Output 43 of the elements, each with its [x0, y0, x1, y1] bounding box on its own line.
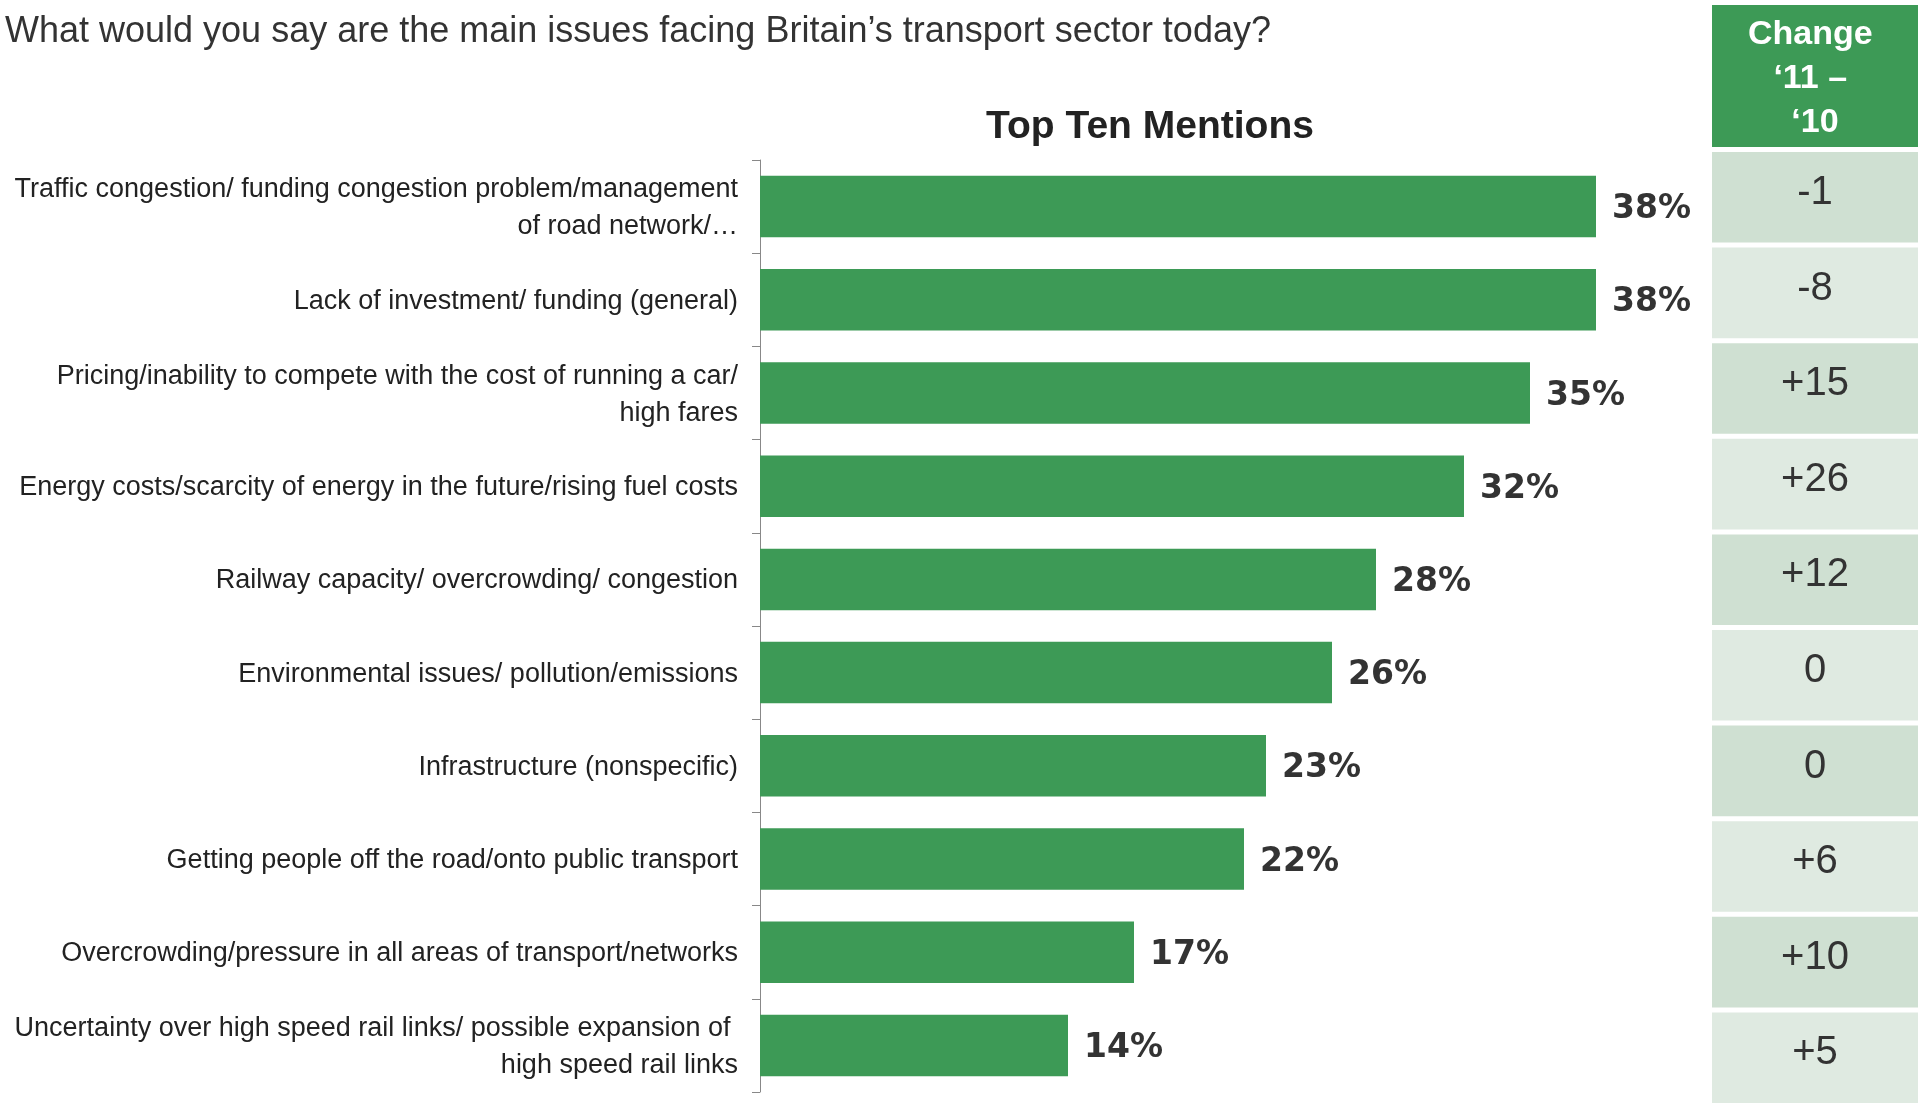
- bar: [760, 1014, 1068, 1077]
- text: Change ‘11 – ‘10: [1747, 13, 1883, 139]
- text: -8: [1797, 263, 1833, 308]
- data-label: 38%: [1612, 187, 1691, 227]
- bar: [760, 175, 1596, 238]
- y-tick-label: Lack of investment/ funding (general): [293, 284, 738, 315]
- text: +10: [1781, 932, 1849, 977]
- bar: [760, 735, 1266, 797]
- y-tick-label: Getting people off the road/onto public transport: [166, 844, 739, 874]
- data-label: 26%: [1348, 653, 1427, 693]
- text: +5: [1792, 1028, 1838, 1073]
- y-tick-label: Environmental issues/ pollution/emissions: [238, 657, 738, 688]
- y-tick-label: Uncertainty over high speed rail links/ possible expansion of high speed rail links: [14, 1011, 738, 1079]
- bar: [760, 269, 1596, 331]
- text: +6: [1792, 837, 1838, 882]
- text: +12: [1781, 550, 1849, 595]
- bar: [760, 921, 1134, 983]
- chart-subtitle: Top Ten Mentions: [986, 103, 1314, 146]
- bar: [760, 641, 1332, 704]
- data-label: 23%: [1282, 746, 1361, 786]
- bar: [760, 455, 1464, 517]
- data-label: 22%: [1260, 839, 1339, 879]
- data-label: 28%: [1392, 559, 1471, 599]
- text: +26: [1781, 454, 1849, 499]
- bar: [760, 362, 1530, 424]
- data-label: 38%: [1612, 280, 1691, 320]
- chart-title: What would you say are the main issues facing Britain’s transport sector today?: [5, 8, 1271, 50]
- text: +15: [1781, 359, 1849, 404]
- data-label: 14%: [1084, 1025, 1163, 1065]
- y-tick-label: Pricing/inability to compete with the cost of running a car/high fares: [56, 359, 739, 427]
- text: 0: [1803, 741, 1827, 786]
- bar: [760, 548, 1376, 611]
- data-label: 17%: [1150, 932, 1229, 972]
- y-tick-label: Traffic congestion/ funding congestion problem/management of road network/…: [14, 173, 739, 241]
- y-tick-label: Railway capacity/ overcrowding/ congestion: [215, 564, 738, 595]
- y-tick-label: Infrastructure (nonspecific): [418, 750, 738, 781]
- text: -1: [1797, 168, 1833, 212]
- data-label: 32%: [1480, 466, 1559, 506]
- bar: [760, 828, 1244, 890]
- data-label: 35%: [1546, 373, 1625, 413]
- y-tick-label: Overcrowding/pressure in all areas of transport/networks: [61, 937, 738, 968]
- text: 0: [1803, 646, 1827, 690]
- y-tick-label: Energy costs/scarcity of energy in the future/rising fuel costs: [19, 471, 738, 502]
